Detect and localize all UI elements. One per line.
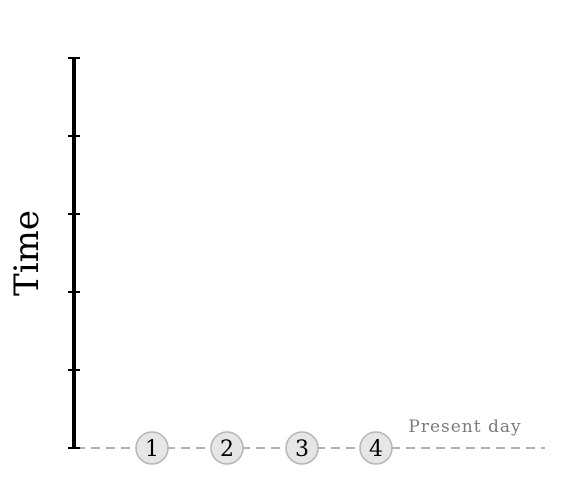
node-4-circle [359,431,393,465]
present-day-label: Present day [408,417,521,437]
node-2-label: 2 [220,437,234,462]
time-axis-title: Time [7,210,47,296]
node-3: 3 [285,431,319,465]
node-1-circle [135,431,169,465]
node-2: 2 [210,431,244,465]
node-2-circle [210,431,244,465]
node-4-label: 4 [369,437,383,462]
node-3-circle [285,431,319,465]
time-axis-ticks [68,57,80,449]
node-4: 4 [359,431,393,465]
node-1: 1 [135,431,169,465]
node-3-label: 3 [295,437,309,462]
node-1-label: 1 [145,437,159,462]
